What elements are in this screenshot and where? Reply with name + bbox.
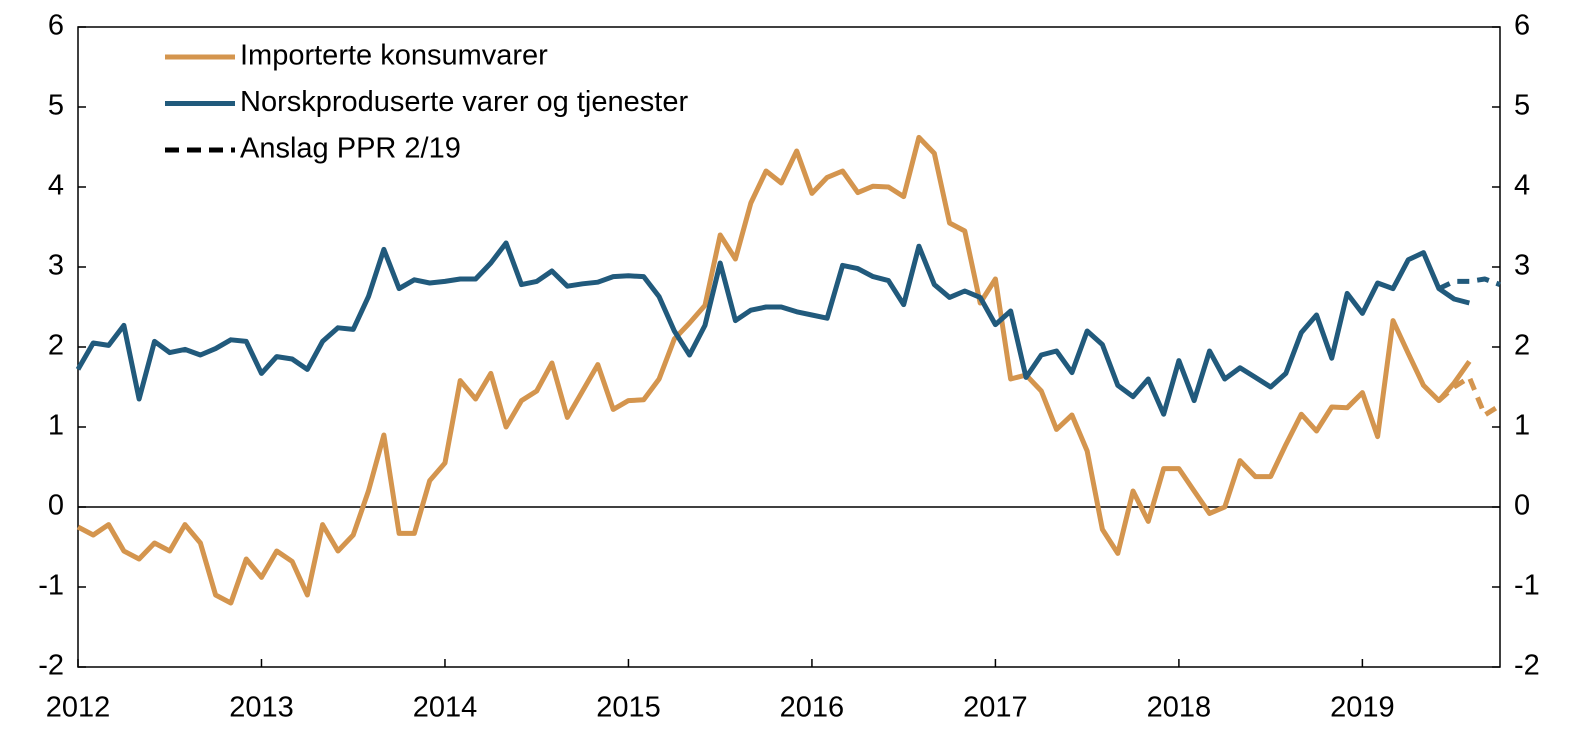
x-tick-label: 2017	[963, 692, 1028, 724]
x-tick-label: 2012	[46, 692, 111, 724]
forecast-line	[1437, 374, 1502, 418]
x-tick-label: 2013	[229, 692, 294, 724]
y2-tick-label: 4	[1514, 170, 1530, 202]
x-tick-label: 2014	[413, 692, 478, 724]
y-tick-label: 2	[48, 330, 64, 362]
y-tick-label: 5	[48, 90, 64, 122]
y2-tick-label: 0	[1514, 490, 1530, 522]
legend-label: Importerte konsumvarer	[240, 40, 548, 72]
x-tick-label: 2015	[596, 692, 661, 724]
y-tick-label: 1	[48, 410, 64, 442]
plot-frame	[77, 26, 1501, 668]
y2-tick-label: 2	[1514, 330, 1530, 362]
y-tick-label: -1	[38, 570, 64, 602]
y2-tick-label: 6	[1514, 10, 1530, 42]
forecast-line	[1437, 276, 1501, 291]
x-tick-label: 2018	[1147, 692, 1212, 724]
series-line	[75, 240, 1470, 417]
x-tick-label: 2019	[1330, 692, 1395, 724]
series-line	[76, 134, 1472, 606]
y-tick-label: 6	[48, 10, 64, 42]
y-tick-label: 3	[48, 250, 64, 282]
y2-tick-label: -2	[1514, 650, 1540, 682]
y-tick-label: 4	[48, 170, 64, 202]
y-tick-label: -2	[38, 650, 64, 682]
y-tick-label: 0	[48, 490, 64, 522]
y2-tick-label: 3	[1514, 250, 1530, 282]
legend-label: Anslag PPR 2/19	[240, 133, 461, 165]
y2-tick-label: 5	[1514, 90, 1530, 122]
legend-label: Norskproduserte varer og tjenester	[240, 86, 688, 118]
y2-tick-label: -1	[1514, 570, 1540, 602]
x-tick-label: 2016	[780, 692, 845, 724]
y2-tick-label: 1	[1514, 410, 1530, 442]
